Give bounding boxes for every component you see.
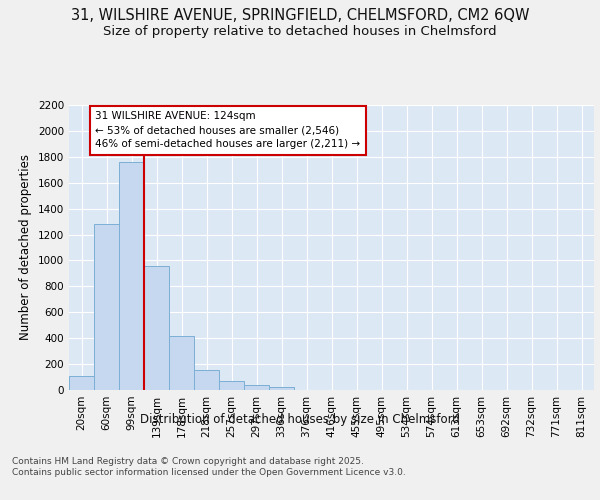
Y-axis label: Number of detached properties: Number of detached properties <box>19 154 32 340</box>
Text: 31, WILSHIRE AVENUE, SPRINGFIELD, CHELMSFORD, CM2 6QW: 31, WILSHIRE AVENUE, SPRINGFIELD, CHELMS… <box>71 8 529 22</box>
Bar <box>94 224 119 390</box>
Bar <box>119 162 144 390</box>
Bar <box>69 376 94 390</box>
Bar <box>219 381 244 390</box>
Bar <box>194 370 219 390</box>
Bar <box>244 385 269 390</box>
Text: Contains HM Land Registry data © Crown copyright and database right 2025.
Contai: Contains HM Land Registry data © Crown c… <box>12 458 406 477</box>
Text: Distribution of detached houses by size in Chelmsford: Distribution of detached houses by size … <box>140 412 460 426</box>
Bar <box>144 266 169 390</box>
Text: 31 WILSHIRE AVENUE: 124sqm
← 53% of detached houses are smaller (2,546)
46% of s: 31 WILSHIRE AVENUE: 124sqm ← 53% of deta… <box>95 112 361 150</box>
Bar <box>269 388 294 390</box>
Text: Size of property relative to detached houses in Chelmsford: Size of property relative to detached ho… <box>103 25 497 38</box>
Bar <box>169 336 194 390</box>
